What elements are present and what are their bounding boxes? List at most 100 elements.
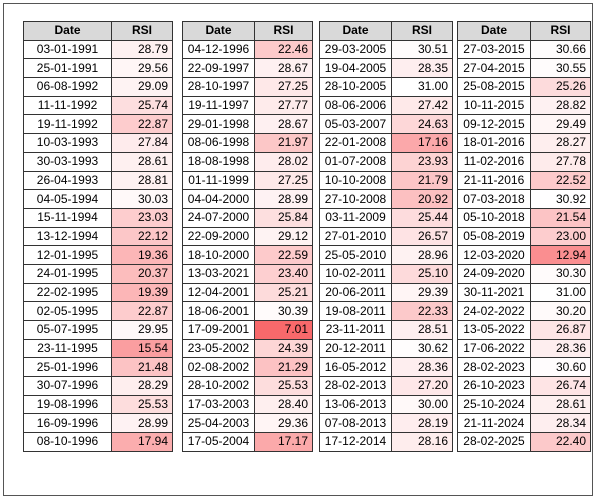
data-row: 27-10-2008 20.92 [319,189,453,209]
data-row: 30-11-2021 31.00 [457,282,591,303]
data-row: 03-11-2009 25.44 [319,207,453,228]
data-row: 05-03-2007 24.63 [319,114,453,135]
date-cell: 24-09-2020 [457,263,531,284]
rsi-cell: 29.95 [111,320,173,340]
date-cell: 15-11-1994 [23,207,112,228]
date-cell: 19-04-2005 [319,58,392,79]
data-row: 02-08-2002 21.29 [182,357,313,378]
rsi-cell: 30.60 [530,357,591,378]
data-row: 05-10-2018 21.54 [457,207,591,228]
date-cell: 17-12-2014 [319,432,392,452]
date-cell: 13-06-2013 [319,394,392,415]
frame [3,3,593,496]
rsi-cell: 24.39 [254,338,313,359]
data-row: 12-03-2020 12.94 [457,245,591,265]
data-row: 18-10-2000 22.59 [182,245,313,265]
date-cell: 08-06-2006 [319,95,392,116]
data-row: 04-04-2000 28.99 [182,189,313,209]
rsi-cell: 28.19 [391,413,453,434]
rsi-cell: 28.29 [111,376,173,396]
data-row: 25-08-2015 25.26 [457,77,591,97]
date-cell: 25-04-2003 [182,413,255,434]
rsi-cell: 27.20 [391,376,453,396]
data-row: 18-01-2016 28.27 [457,133,591,153]
date-cell: 25-01-1991 [23,58,112,79]
rsi-cell: 28.99 [254,189,313,209]
data-row: 01-07-2008 23.93 [319,151,453,172]
rsi-cell: 28.61 [530,394,591,415]
rsi-cell: 28.96 [391,245,453,265]
rsi-cell: 28.51 [391,320,453,340]
data-row: 24-07-2000 25.84 [182,207,313,228]
data-row: 10-03-1993 27.84 [23,133,173,153]
rsi-cell: 30.00 [391,394,453,415]
date-cell: 25-10-2024 [457,394,531,415]
date-cell: 02-08-2002 [182,357,255,378]
data-row: 28-02-2025 22.40 [457,432,591,452]
date-cell: 27-03-2015 [457,39,531,60]
data-row: 17-12-2014 28.16 [319,432,453,452]
date-cell: 04-12-1996 [182,39,255,60]
date-cell: 24-02-2022 [457,301,531,321]
date-cell: 22-09-1997 [182,58,255,79]
header-row: Date RSI [23,21,173,41]
data-row: 23-11-2011 28.51 [319,320,453,340]
date-cell: 08-06-1998 [182,133,255,153]
date-cell: 21-11-2016 [457,170,531,191]
date-cell: 19-11-1997 [182,95,255,116]
date-cell: 28-10-2002 [182,376,255,396]
date-cell: 29-01-1998 [182,114,255,135]
rsi-cell: 19.36 [111,245,173,265]
data-row: 25-10-2024 28.61 [457,394,591,415]
date-cell: 25-05-2010 [319,245,392,265]
rsi-cell: 28.67 [254,114,313,135]
rsi-cell: 25.44 [391,207,453,228]
data-row: 30-07-1996 28.29 [23,376,173,396]
rsi-cell: 26.87 [530,320,591,340]
date-cell: 18-06-2001 [182,301,255,321]
date-cell: 17-03-2003 [182,394,255,415]
rsi-cell: 23.40 [254,263,313,284]
date-cell: 16-05-2012 [319,357,392,378]
data-row: 17-09-2001 7.01 [182,320,313,340]
data-row: 27-04-2015 30.55 [457,58,591,79]
date-cell: 21-11-2024 [457,413,531,434]
date-cell: 26-10-2023 [457,376,531,396]
date-cell: 12-01-1995 [23,245,112,265]
data-row: 17-06-2022 28.36 [457,338,591,359]
rsi-cell: 29.09 [111,77,173,97]
data-row: 28-02-2023 30.60 [457,357,591,378]
date-cell: 02-05-1995 [23,301,112,321]
date-cell: 18-08-1998 [182,151,255,172]
rsi-table: Date RSI 03-01-1991 28.79 25-01-1991 29.56 06-… [23,21,173,452]
data-row: 29-03-2005 30.51 [319,39,453,60]
date-cell: 13-12-1994 [23,226,112,247]
rsi-cell: 15.54 [111,338,173,359]
rsi-cell: 23.03 [111,207,173,228]
data-row: 17-03-2003 28.40 [182,394,313,415]
rsi-cell: 21.79 [391,170,453,191]
rsi-cell: 19.39 [111,282,173,303]
date-cell: 24-01-1995 [23,263,112,284]
date-cell: 28-02-2025 [457,432,531,452]
data-row: 08-10-1996 17.94 [23,432,173,452]
date-cell: 01-07-2008 [319,151,392,172]
rsi-cell: 28.02 [254,151,313,172]
data-row: 07-03-2018 30.92 [457,189,591,209]
rsi-cell: 29.56 [111,58,173,79]
data-row: 11-11-1992 25.74 [23,95,173,116]
rsi-cell: 27.25 [254,77,313,97]
date-cell: 19-08-1996 [23,394,112,415]
date-cell: 30-03-1993 [23,151,112,172]
date-cell: 17-05-2004 [182,432,255,452]
rsi-cell: 28.36 [391,357,453,378]
data-row: 21-11-2024 28.34 [457,413,591,434]
data-row: 13-03-2021 23.40 [182,263,313,284]
data-row: 05-07-1995 29.95 [23,320,173,340]
rsi-cell: 29.12 [254,226,313,247]
rsi-cell: 26.74 [530,376,591,396]
rsi-cell: 25.21 [254,282,313,303]
rsi-cell: 28.81 [111,170,173,191]
rsi-cell: 27.42 [391,95,453,116]
date-cell: 17-09-2001 [182,320,255,340]
